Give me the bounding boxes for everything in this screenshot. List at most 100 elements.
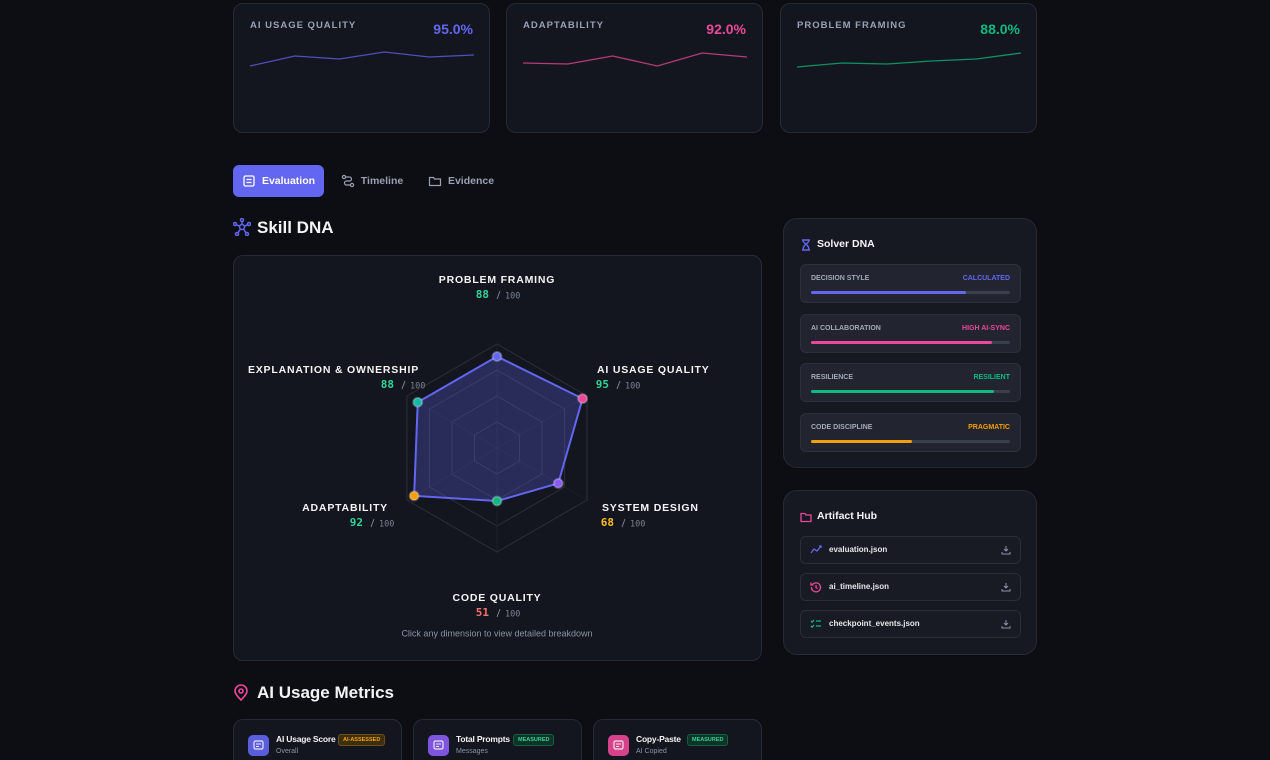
radar-dimension[interactable]: EXPLANATION & OWNERSHIP 88 100 — [248, 364, 425, 392]
icon — [613, 740, 624, 750]
icon — [428, 176, 442, 187]
icon-part — [810, 582, 818, 590]
icon — [1001, 583, 1011, 592]
dimension-max: 100 — [410, 382, 425, 392]
dimension-label: SYSTEM DESIGN — [602, 502, 699, 514]
artifact-file[interactable]: ai_timeline.json — [800, 573, 1021, 601]
dimension-score: 68 — [601, 516, 614, 529]
dimension-score: 51 — [476, 606, 490, 619]
sparkline-line — [796, 52, 1022, 68]
radar-panel: PROBLEM FRAMING 88 100 AI USAGE QUALITY 95 10… — [233, 255, 762, 661]
card-badge: AI-ASSESSED — [338, 734, 386, 746]
dimension-max: 100 — [630, 520, 645, 530]
card-subtitle: AI Copied — [636, 748, 667, 755]
panel-title: Artifact Hub — [817, 510, 878, 522]
dimension-max: 100 — [625, 382, 640, 392]
tab[interactable]: Evaluation — [233, 165, 324, 197]
trait-bar — [811, 390, 995, 394]
card-icon — [608, 735, 629, 756]
icon — [234, 684, 248, 702]
radar-point — [577, 393, 589, 405]
icon — [1001, 546, 1011, 555]
dimension-score: 88 — [476, 288, 489, 301]
icon-part — [341, 174, 346, 180]
radar-spoke — [406, 447, 498, 501]
score-separator — [496, 290, 501, 300]
icon-part — [256, 743, 261, 747]
score-separator — [616, 380, 621, 390]
radar-dimension[interactable]: AI USAGE QUALITY 95 100 — [596, 364, 710, 392]
radar-dimension[interactable]: ADAPTABILITY 92 100 — [302, 502, 394, 530]
file-name: evaluation.json — [829, 545, 888, 554]
icon-part — [243, 175, 255, 187]
score-separator — [370, 518, 375, 528]
metric-label: PROBLEM FRAMING — [797, 20, 907, 31]
metric-value: 95.0% — [433, 21, 473, 37]
artifact-file[interactable]: checkpoint_events.json — [800, 610, 1021, 638]
icon-part — [436, 743, 441, 747]
icon-part — [1001, 620, 1011, 629]
trait-row: RESILIENCE RESILIENT — [800, 363, 1021, 403]
icon-part — [800, 512, 812, 523]
metric-card: AI USAGE QUALITY 95.0% — [233, 3, 490, 133]
sparkline — [249, 51, 475, 67]
card-badge: MEASURED — [513, 734, 555, 746]
icon-part — [428, 176, 442, 187]
trait-value: RESILIENT — [973, 374, 1010, 382]
icon — [810, 545, 822, 554]
dimension-max: 100 — [379, 520, 394, 530]
score-separator — [496, 608, 501, 618]
radar-point — [552, 477, 564, 489]
icon — [1001, 620, 1011, 629]
metric-label: AI USAGE QUALITY — [250, 20, 357, 31]
icon-part — [1001, 546, 1011, 555]
dimension-score: 88 — [381, 378, 394, 391]
icon — [810, 619, 821, 629]
trait-value: PRAGMATIC — [968, 423, 1010, 431]
icon-part — [616, 743, 621, 747]
card-title: Total Prompts — [456, 734, 510, 744]
tab[interactable]: Evidence — [420, 165, 502, 197]
radar-point — [491, 495, 503, 507]
radar-dimension[interactable]: SYSTEM DESIGN 68 100 — [601, 502, 699, 530]
section-title: Skill DNA — [257, 218, 334, 237]
tab-label: Evidence — [447, 175, 495, 187]
icon-part — [343, 176, 352, 186]
dimension-label: CODE QUALITY — [453, 592, 542, 604]
radar-spoke — [406, 395, 498, 449]
dimension-label: PROBLEM FRAMING — [439, 274, 555, 286]
solver-dna-panel: Solver DNA DECISION STYLE CALCULATED AI COL… — [783, 218, 1037, 468]
metric-value: 88.0% — [980, 21, 1020, 37]
icon — [800, 512, 812, 523]
card-subtitle: Overall — [276, 748, 299, 755]
metric-card: ADAPTABILITY 92.0% — [506, 3, 763, 133]
tab[interactable]: Timeline — [333, 165, 411, 197]
radar-dimension[interactable]: CODE QUALITY 51 100 — [453, 592, 542, 620]
icon-part — [253, 740, 264, 750]
card-badge: MEASURED — [687, 734, 729, 746]
dimension-score: 92 — [350, 516, 363, 529]
metric-value: 92.0% — [706, 21, 746, 37]
card-title: Copy-Paste — [636, 734, 681, 744]
metric-card: PROBLEM FRAMING 88.0% — [780, 3, 1037, 133]
dimension-label: EXPLANATION & OWNERSHIP — [248, 364, 419, 376]
trait-label: AI COLLABORATION — [811, 324, 881, 332]
icon-part — [613, 740, 624, 750]
icon-part — [810, 545, 822, 554]
artifact-file[interactable]: evaluation.json — [800, 536, 1021, 564]
card-title: AI Usage Score — [276, 734, 336, 744]
tab-label: Evaluation — [261, 175, 316, 187]
icon — [810, 582, 822, 593]
icon — [341, 174, 354, 188]
dimension-score: 95 — [596, 378, 609, 391]
radar-dimension[interactable]: PROBLEM FRAMING 88 100 — [439, 274, 555, 302]
file-name: checkpoint_events.json — [829, 619, 920, 628]
radar-point — [491, 350, 503, 362]
icon-part — [246, 178, 252, 184]
icon-part — [802, 239, 810, 251]
trait-row: DECISION STYLE CALCULATED — [800, 264, 1021, 303]
card-subtitle: Messages — [456, 748, 488, 755]
trait-label: RESILIENCE — [811, 374, 854, 382]
